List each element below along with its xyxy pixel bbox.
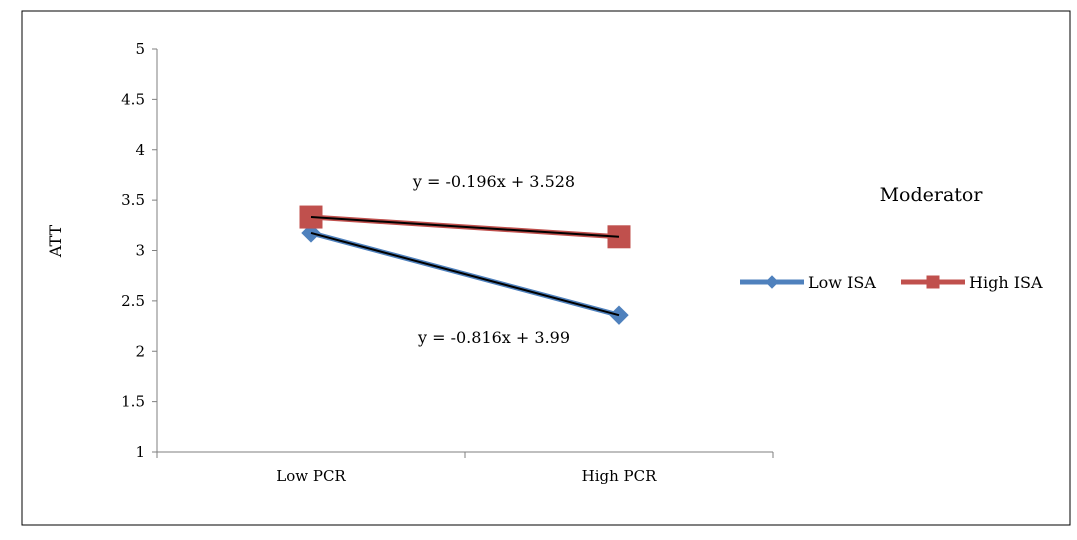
legend-label: High ISA xyxy=(969,273,1043,292)
y-tick-label: 3.5 xyxy=(121,191,145,209)
legend-title: Moderator xyxy=(880,184,984,206)
plot-area: 1 1.5 2 2.5 3 3.5 4 4.5 5 Low PCR High PCR y = -0.8… xyxy=(121,40,774,485)
y-tick-label: 1.5 xyxy=(121,393,145,411)
y-tick-label: 5 xyxy=(135,40,145,58)
legend-swatch-marker xyxy=(765,275,779,289)
y-tick-label: 4 xyxy=(135,141,145,159)
legend-item-low-isa: Low ISA xyxy=(740,273,876,292)
trendline-equation-low-isa: y = -0.816x + 3.99 xyxy=(417,328,570,347)
legend-item-high-isa: High ISA xyxy=(901,273,1043,292)
y-axis-title: ATT xyxy=(46,225,65,259)
x-tick-label: High PCR xyxy=(582,467,657,485)
y-tick-label: 2 xyxy=(135,342,145,360)
legend: Low ISA High ISA xyxy=(740,273,1043,292)
trendline-equation-high-isa: y = -0.196x + 3.528 xyxy=(412,172,575,191)
y-tick-label: 1 xyxy=(135,443,145,461)
x-tick-label: Low PCR xyxy=(276,467,346,485)
legend-label: Low ISA xyxy=(808,273,876,292)
trendline-high-isa xyxy=(310,216,620,238)
trendline-low-isa xyxy=(310,232,620,317)
chart-border xyxy=(21,10,1071,526)
y-tick-label: 2.5 xyxy=(121,292,145,310)
y-tick-label: 4.5 xyxy=(121,90,145,108)
legend-swatch-marker xyxy=(926,275,940,289)
y-tick-label: 3 xyxy=(135,242,145,260)
